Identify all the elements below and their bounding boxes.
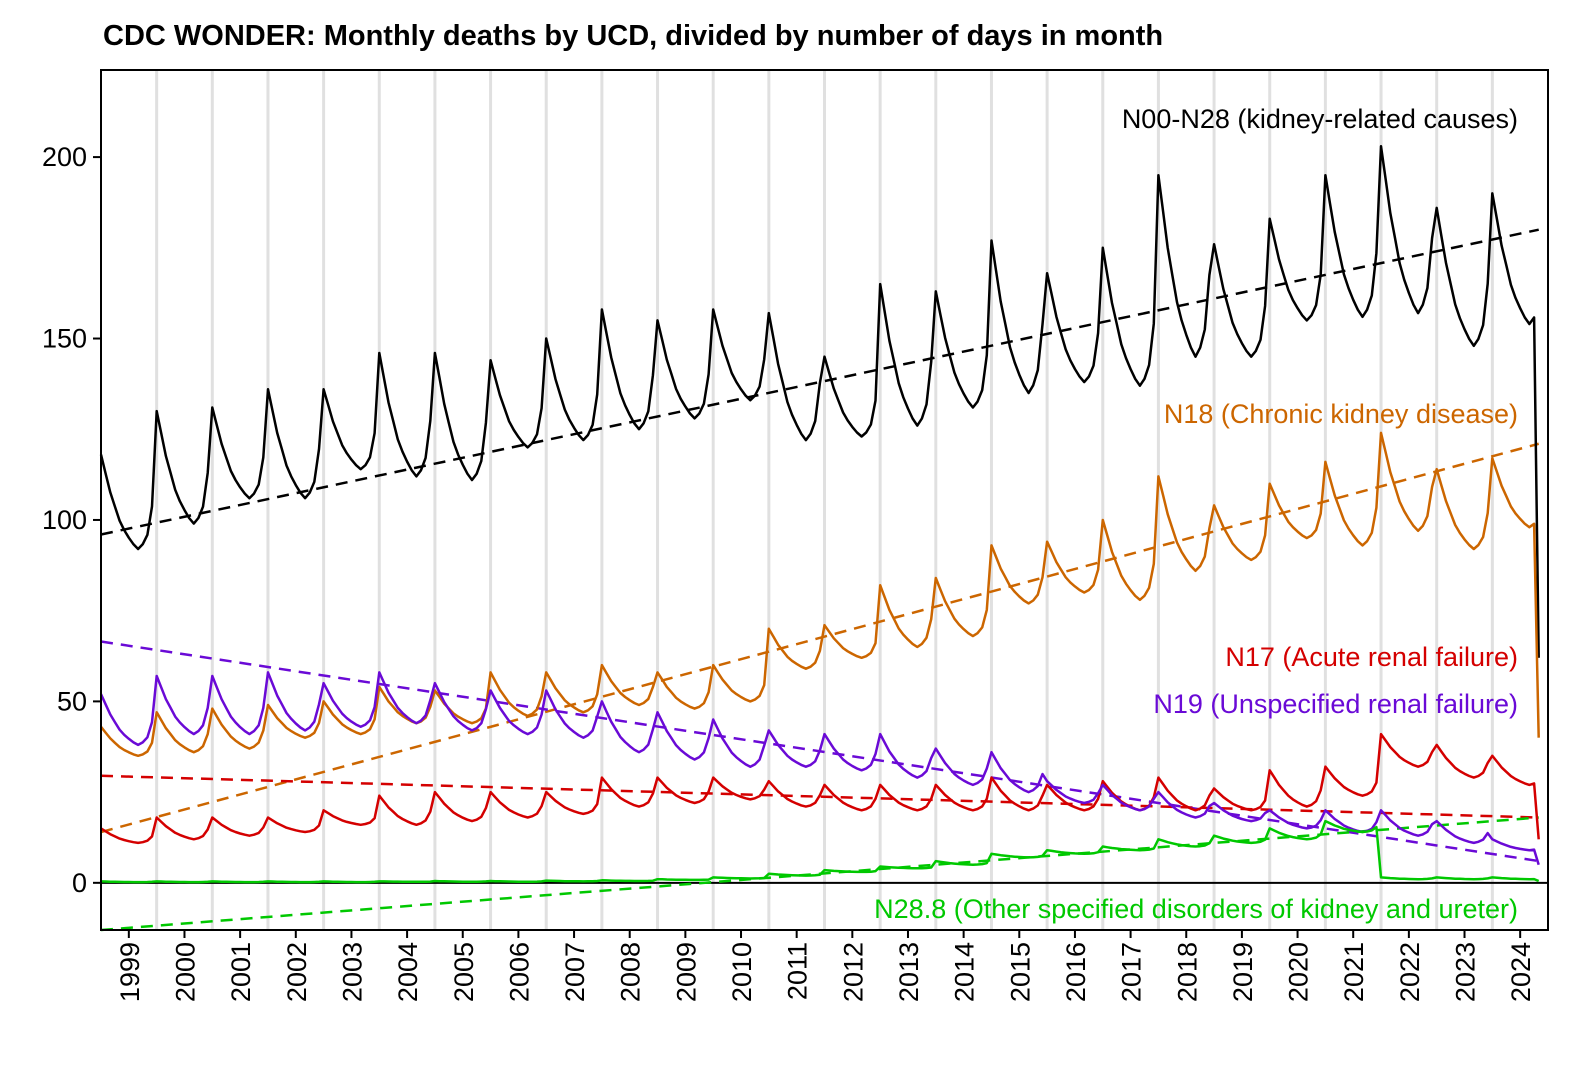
x-tick-label: 2015 bbox=[1005, 942, 1035, 1002]
label-n18: N18 (Chronic kidney disease) bbox=[1164, 399, 1518, 429]
series-line-0 bbox=[99, 144, 1540, 658]
x-tick-label: 2023 bbox=[1451, 942, 1481, 1002]
x-tick-label: 2020 bbox=[1284, 942, 1314, 1002]
x-tick-label: 2006 bbox=[504, 942, 534, 1002]
label-n17: N17 (Acute renal failure) bbox=[1225, 642, 1518, 672]
label-n00-n28: N00-N28 (kidney-related causes) bbox=[1122, 104, 1518, 134]
x-tick-label: 2017 bbox=[1117, 942, 1147, 1002]
gridlines bbox=[155, 70, 1494, 930]
x-tick-label: 2014 bbox=[950, 942, 980, 1002]
y-tick-label: 50 bbox=[57, 686, 87, 716]
label-n28-8: N28.8 (Other specified disorders of kidn… bbox=[874, 894, 1518, 924]
series-line-3 bbox=[99, 671, 1540, 866]
x-tick-label: 2004 bbox=[393, 942, 423, 1002]
x-tick-label: 2000 bbox=[170, 942, 200, 1002]
trend-line-0 bbox=[100, 228, 1539, 536]
x-tick-label: 2001 bbox=[226, 942, 256, 1002]
x-tick-label: 2019 bbox=[1228, 942, 1258, 1002]
x-tick-label: 2003 bbox=[337, 942, 367, 1002]
series-line-1 bbox=[100, 431, 1540, 758]
x-tick-label: 2013 bbox=[894, 942, 924, 1002]
x-tick-label: 2009 bbox=[671, 942, 701, 1002]
series-line-2 bbox=[100, 732, 1540, 845]
y-axis: 0 50 100 150 200 bbox=[42, 142, 101, 898]
x-tick-label: 2010 bbox=[727, 942, 757, 1002]
y-tick-label: 100 bbox=[42, 505, 87, 535]
x-tick-label: 2024 bbox=[1506, 942, 1536, 1002]
series-labels: N00-N28 (kidney-related causes) N18 (Chr… bbox=[874, 104, 1518, 924]
x-tick-label: 2011 bbox=[783, 942, 813, 1000]
x-axis: 1999 2000 2001 2002 2003 2004 2005 2006 2007 2008… bbox=[115, 930, 1536, 1002]
series-line-4 bbox=[100, 819, 1540, 884]
x-tick-label: 2007 bbox=[560, 942, 590, 1002]
x-tick-label: 2016 bbox=[1061, 942, 1091, 1002]
series-lines bbox=[99, 144, 1540, 884]
x-tick-label: 2002 bbox=[282, 942, 312, 1002]
plot-frame bbox=[100, 69, 1549, 931]
x-tick-label: 2005 bbox=[449, 942, 479, 1002]
chart-title: CDC WONDER: Monthly deaths by UCD, divid… bbox=[103, 20, 1163, 52]
y-tick-label: 0 bbox=[72, 868, 87, 898]
trend-line-1 bbox=[100, 442, 1540, 834]
x-tick-label: 2012 bbox=[838, 942, 868, 1002]
label-n19: N19 (Unspecified renal failure) bbox=[1153, 689, 1518, 719]
x-tick-label: 2018 bbox=[1172, 942, 1202, 1002]
y-tick-label: 200 bbox=[42, 142, 87, 172]
x-tick-label: 2021 bbox=[1339, 942, 1369, 1002]
x-tick-label: 2022 bbox=[1395, 942, 1425, 1002]
x-tick-label: 2008 bbox=[616, 942, 646, 1002]
x-tick-label: 1999 bbox=[115, 942, 145, 1002]
y-tick-label: 150 bbox=[42, 324, 87, 354]
